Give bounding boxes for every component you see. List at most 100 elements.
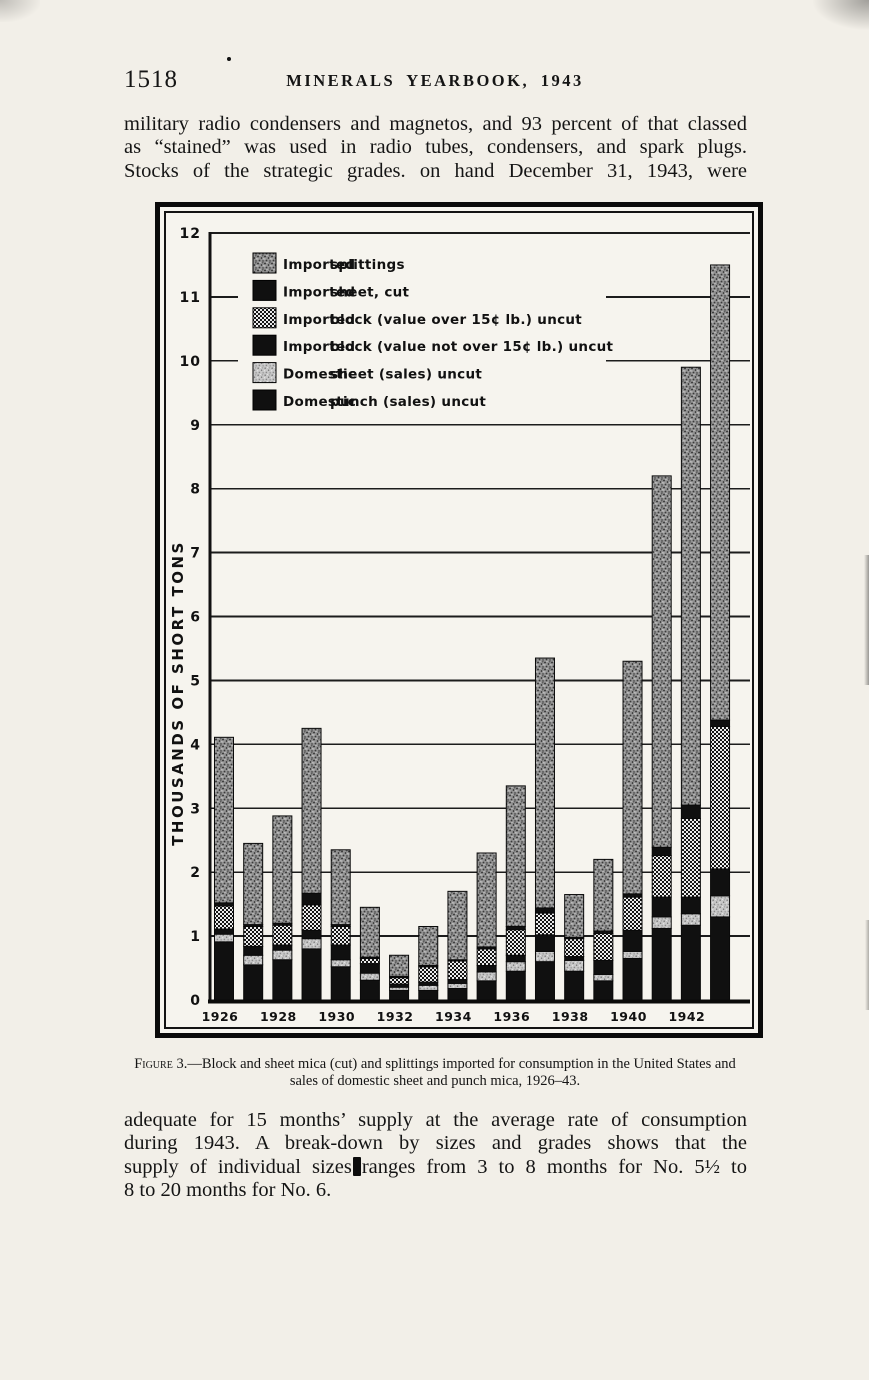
figure-3-frame: 0 1 2 3 4 5 6 7 8 9 10 11 12 THOUSANDS OF SHORT TONS I… (155, 202, 763, 1038)
bar-segment (359, 906, 380, 958)
bar-segment (534, 934, 555, 952)
bar-segment (651, 927, 672, 1001)
bar-segment (710, 895, 731, 918)
bar-segment (418, 989, 439, 1001)
legend-label: Importedblock (value not over 15¢ lb.) u… (283, 339, 614, 355)
bars (214, 264, 731, 1001)
bar-segment (243, 945, 264, 956)
figure-label: Figure (134, 1056, 173, 1072)
legend-item: Domesticsheet (sales) uncut (252, 362, 482, 384)
legend-swatch (252, 279, 277, 301)
bar-segment (710, 916, 731, 1001)
bar-segment (564, 956, 585, 961)
bar-segment (622, 957, 643, 1001)
bar-segment (593, 973, 614, 982)
y-tick-label: 6 (190, 610, 201, 626)
bar-1934 (447, 890, 468, 1001)
y-tick-label: 4 (190, 737, 201, 753)
bar-1939 (593, 858, 614, 1001)
bar-segment (243, 954, 264, 966)
chart-legend: Importedsplittings Importedsheet, cut Impo… (252, 252, 614, 411)
legend-label: Domesticpunch (sales) uncut (283, 394, 486, 410)
x-tick-label: 1926 (202, 1009, 239, 1024)
bar-segment (476, 971, 497, 982)
paragraph-text: ranges from 3 to 8 months for No. 5½ to (361, 1155, 747, 1178)
legend-swatch (252, 334, 277, 356)
bar-segment (505, 970, 526, 1001)
y-tick-label: 11 (180, 290, 201, 306)
bar-segment (359, 963, 380, 974)
bar-segment (534, 907, 555, 914)
running-header: MINERALS YEARBOOK, 1943 (286, 71, 584, 90)
y-tick-label: 12 (180, 226, 201, 242)
bar-segment (389, 977, 410, 985)
x-tick-label: 1940 (610, 1009, 647, 1024)
ink-blot (352, 1156, 361, 1176)
bar-segment (593, 858, 614, 932)
bar-segment (214, 941, 234, 1001)
scan-smudge (864, 555, 869, 685)
figure-3-inner-frame: 0 1 2 3 4 5 6 7 8 9 10 11 12 THOUSANDS OF SHORT TONS I… (164, 211, 754, 1029)
bar-segment (272, 815, 293, 924)
bar-segment (680, 913, 701, 926)
bar-segment (359, 972, 380, 981)
bar-segment (476, 852, 497, 948)
bar-segment (534, 657, 555, 909)
bar-segment (301, 904, 322, 931)
bar-segment (330, 925, 351, 946)
bar-segment (505, 929, 526, 956)
bar-segment (418, 966, 439, 983)
bar-segment (680, 804, 701, 819)
y-tick-label: 10 (180, 354, 201, 370)
paragraph-line: as “stained” was used in radio tubes, co… (124, 136, 747, 159)
bar-segment (330, 849, 351, 926)
bar-1926 (214, 736, 234, 1001)
legend-swatch (252, 389, 277, 411)
bar-1943 (710, 264, 731, 1001)
scan-smudge (865, 920, 869, 1010)
bar-segment (505, 785, 526, 927)
bar-segment (301, 727, 322, 894)
paragraph-text: supply of individual sizes (124, 1155, 352, 1178)
bar-segment (243, 964, 264, 1001)
bar-segment (651, 846, 672, 857)
bar-1930 (330, 849, 351, 1001)
bar-segment (330, 959, 351, 968)
y-tick-label: 3 (190, 801, 201, 817)
bar-segment (564, 959, 585, 972)
bar-segment (651, 855, 672, 898)
bar-segment (476, 964, 497, 973)
bar-segment (272, 944, 293, 951)
bar-segment (330, 966, 351, 1001)
bar-segment (505, 961, 526, 972)
bar-1932 (389, 954, 410, 1001)
bar-segment (301, 929, 322, 940)
paragraph-line: 8 to 20 months for No. 6. (124, 1179, 332, 1202)
legend-swatch (252, 252, 277, 274)
bar-1941 (651, 475, 672, 1001)
bar-1931 (359, 906, 380, 1001)
page-number: 1518 (124, 66, 178, 93)
bar-segment (564, 938, 585, 958)
caption-text: 3.—Block and sheet mica (cut) and splitt… (172, 1056, 736, 1072)
bar-segment (680, 924, 701, 1001)
scan-smudge (0, 0, 40, 22)
legend-item: Importedsheet, cut (252, 279, 410, 301)
caption-line: Figure 3.—Block and sheet mica (cut) and… (95, 1056, 775, 1073)
scan-speck (227, 57, 231, 61)
y-tick-label: 0 (190, 993, 201, 1009)
bar-segment (476, 980, 497, 1001)
intro-paragraph: military radio condensers and magnetos, … (124, 113, 747, 183)
legend-background (238, 251, 606, 419)
bar-segment (359, 957, 380, 965)
bar-segment (389, 954, 410, 977)
legend-label: Importedsheet, cut (283, 284, 410, 300)
bar-segment (710, 868, 731, 897)
bar-segment (710, 719, 731, 727)
bar-segment (447, 960, 468, 981)
bar-segment (418, 984, 439, 991)
bar-1935 (476, 852, 497, 1001)
y-tick-label: 8 (190, 482, 201, 498)
